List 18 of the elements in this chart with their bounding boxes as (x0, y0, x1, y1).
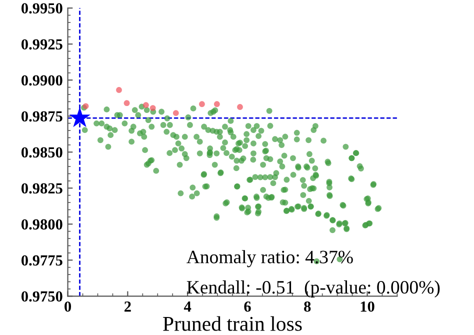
x-tick-label: 8 (304, 301, 311, 312)
y-tick-label: 0.9800 (21, 219, 62, 230)
y-tick-label: 0.9950 (21, 3, 62, 14)
x-tick-label: 2 (124, 301, 131, 312)
annotation: Anomaly ratio: 4.37% (186, 250, 353, 268)
x-tick-label: 10 (360, 301, 374, 312)
y-tick-label: 0.9900 (21, 75, 62, 86)
x-axis-title: Pruned train loss (163, 316, 302, 331)
y-tick-label: 0.9750 (21, 291, 62, 302)
y-tick-label: 0.9850 (21, 147, 62, 158)
annotation: Kendall: -0.51 (p-value: 0.000%) (186, 280, 440, 298)
x-tick-label: 4 (184, 302, 192, 312)
y-tick-label: 0.9825 (21, 183, 62, 194)
x-tick-label: 6 (244, 301, 251, 312)
y-tick-label: 0.9875 (21, 111, 62, 122)
y-tick-label: 0.9775 (21, 255, 62, 266)
y-tick-label: 0.9925 (21, 39, 62, 50)
x-tick-label: 0 (64, 301, 72, 312)
